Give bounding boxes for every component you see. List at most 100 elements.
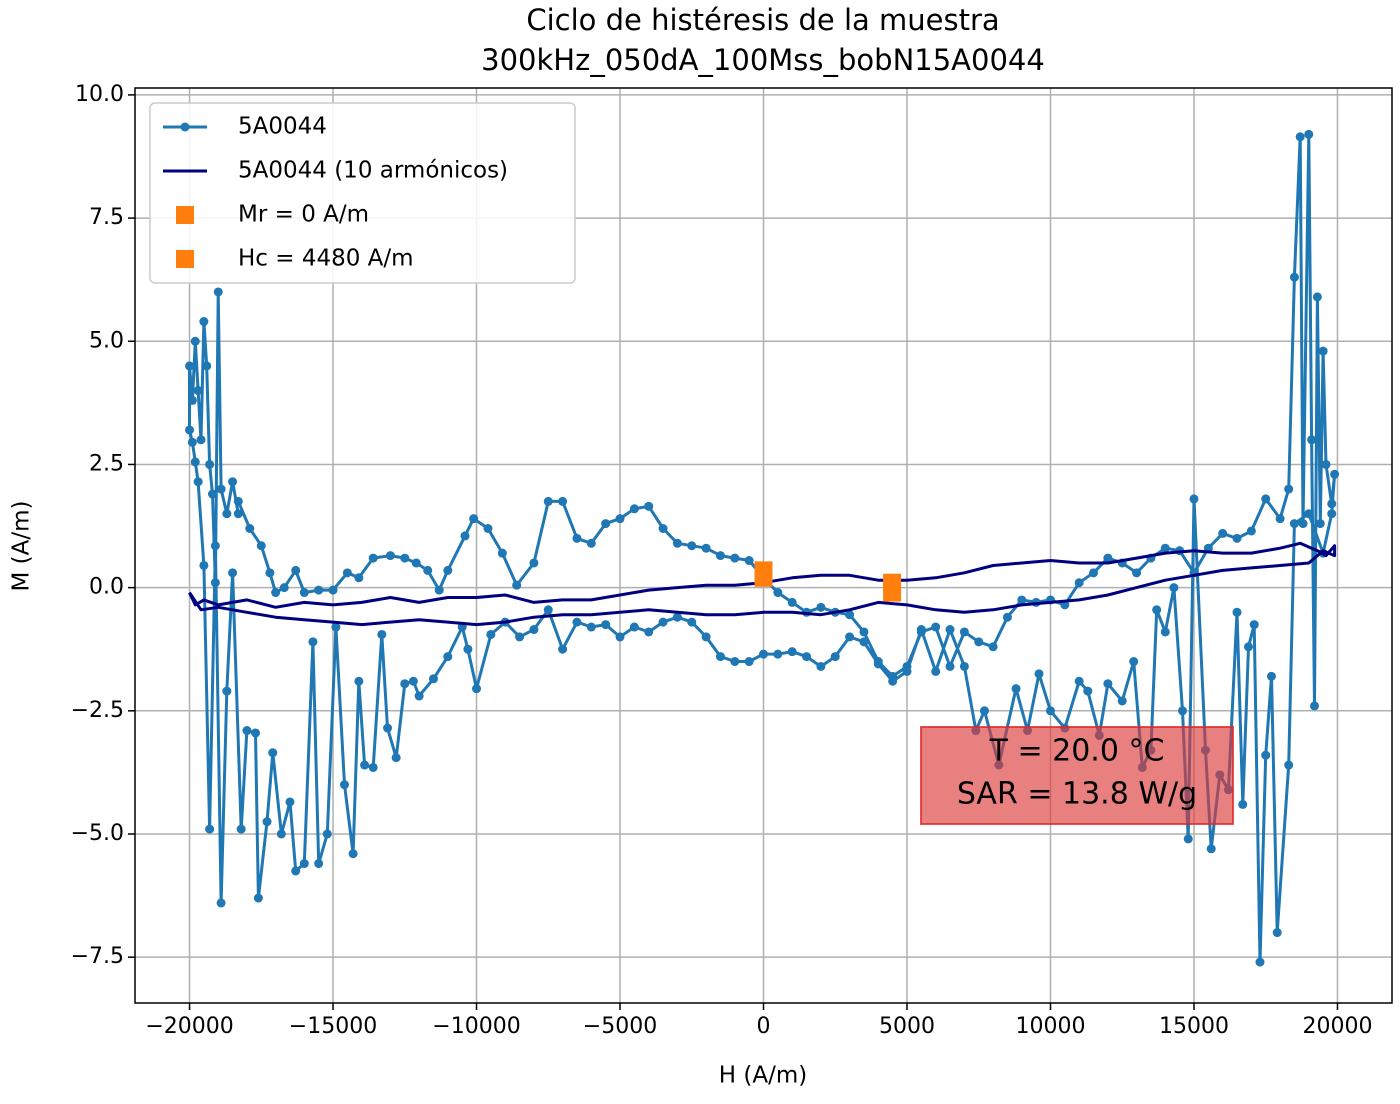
legend-label: 5A0044 (10 armónicos) <box>238 158 508 184</box>
point <box>959 661 969 671</box>
point <box>187 437 197 447</box>
point <box>291 565 301 575</box>
x-tick-label: 15000 <box>1159 1014 1229 1039</box>
point <box>1152 605 1162 615</box>
point <box>773 649 783 659</box>
point <box>279 583 289 593</box>
point <box>959 627 969 637</box>
point <box>205 459 215 469</box>
point <box>276 829 286 839</box>
point <box>931 622 941 632</box>
point <box>1289 519 1299 529</box>
point <box>916 625 926 635</box>
point <box>988 642 998 652</box>
point <box>423 565 433 575</box>
point <box>1304 129 1314 139</box>
point <box>1327 509 1337 519</box>
y-tick-label: 7.5 <box>89 205 124 230</box>
point <box>629 504 639 514</box>
point <box>773 588 783 598</box>
point <box>328 585 338 595</box>
point <box>601 519 611 529</box>
point <box>463 644 473 654</box>
point <box>586 538 596 548</box>
point <box>1083 686 1093 696</box>
point <box>193 477 203 487</box>
point <box>1312 292 1322 302</box>
point <box>859 627 869 637</box>
point <box>1103 679 1113 689</box>
point <box>354 573 364 583</box>
point <box>1310 701 1320 711</box>
point <box>213 287 223 297</box>
point <box>1011 684 1021 694</box>
point <box>615 632 625 642</box>
point <box>185 425 195 435</box>
point <box>802 652 812 662</box>
point <box>1307 435 1317 445</box>
point <box>314 859 324 869</box>
point <box>658 617 668 627</box>
point <box>672 538 682 548</box>
point <box>1189 494 1199 504</box>
point <box>377 629 387 639</box>
point <box>586 622 596 632</box>
point <box>974 637 984 647</box>
point <box>242 726 252 736</box>
point <box>1129 657 1139 667</box>
point <box>515 632 525 642</box>
point <box>216 898 226 908</box>
point <box>1330 469 1340 479</box>
point <box>1289 272 1299 282</box>
chart-subtitle: 300kHz_050dA_100Mss_bobN15A0044 <box>481 43 1045 77</box>
point <box>1284 484 1294 494</box>
point <box>251 728 261 738</box>
annotation-box <box>920 726 1234 825</box>
annotation: T = 20.0 °C <box>989 734 1165 769</box>
y-tick-label: −5.0 <box>71 821 124 846</box>
legend-label: Hc = 4480 A/m <box>238 246 414 272</box>
point <box>190 336 200 346</box>
y-tick-label: 0.0 <box>89 575 124 600</box>
point <box>754 568 773 587</box>
point <box>233 496 243 506</box>
point <box>265 568 275 578</box>
point <box>331 622 341 632</box>
point <box>1232 533 1242 543</box>
point <box>730 657 740 667</box>
point <box>291 866 301 876</box>
point <box>187 395 197 405</box>
point <box>873 659 883 669</box>
point <box>1246 526 1256 536</box>
point <box>543 496 553 506</box>
point <box>199 317 209 327</box>
x-tick-label: 0 <box>757 1014 771 1039</box>
x-axis-label: H (A/m) <box>719 1063 807 1089</box>
point <box>342 568 352 578</box>
legend-marker <box>176 250 194 268</box>
point <box>400 553 410 563</box>
x-tick-label: 20000 <box>1302 1014 1372 1039</box>
point <box>830 652 840 662</box>
point <box>1295 132 1305 142</box>
point <box>601 620 611 630</box>
point <box>256 541 266 551</box>
point <box>845 610 855 620</box>
point <box>687 617 697 627</box>
point <box>888 676 898 686</box>
point <box>1103 553 1113 563</box>
point <box>268 748 278 758</box>
point <box>1261 750 1271 760</box>
x-tick-label: −5000 <box>583 1014 657 1039</box>
point <box>1034 669 1044 679</box>
point <box>469 514 479 524</box>
point <box>400 679 410 689</box>
point <box>1160 543 1170 553</box>
point <box>816 602 826 612</box>
point <box>744 556 754 566</box>
point <box>715 551 725 561</box>
point <box>228 477 238 487</box>
plot-frame <box>134 87 1393 1004</box>
y-tick-label: 2.5 <box>89 451 124 476</box>
